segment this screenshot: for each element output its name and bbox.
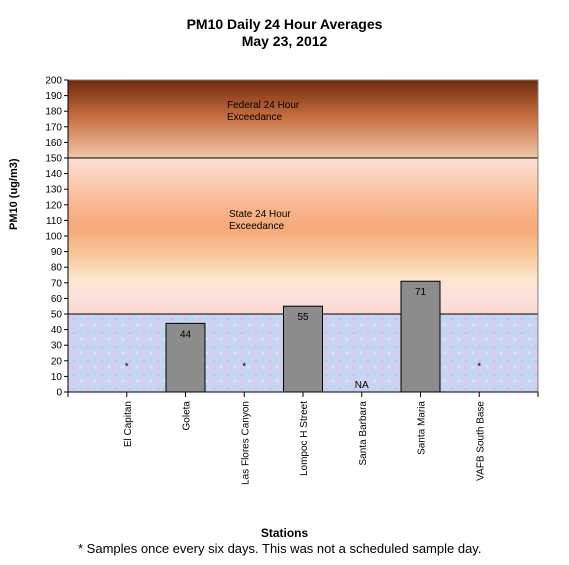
state-exceedance-band [68,158,538,314]
x-tick-label: Santa Barbara [358,401,369,466]
x-axis-label: Stations [260,526,309,540]
data-label: NA [355,380,369,391]
y-tick-label: 140 [45,169,62,180]
chart-title: PM10 Daily 24 Hour Averages [186,16,383,32]
bar-lompoc-h-street [283,305,323,393]
band-label: Exceedance [229,221,284,232]
x-tick-label: Las Flores Canyon [240,401,251,485]
data-label: 55 [297,312,309,323]
bar-santa-maria [400,280,441,393]
y-tick-label: 120 [45,200,62,211]
y-tick-label: 60 [51,294,63,305]
bar-goleta [165,322,206,393]
y-tick-label: 130 [45,185,62,196]
y-tick-label: 170 [45,122,62,133]
y-tick-label: 110 [46,216,62,227]
y-tick-label: 20 [51,356,63,367]
y-tick-label: 70 [51,278,63,289]
y-tick-label: 180 [45,107,62,118]
federal-exceedance-band [68,80,538,158]
x-tick-label: Lompoc H Street [299,401,310,476]
y-tick-label: 90 [51,247,63,258]
y-tick-label: 10 [51,372,63,383]
y-tick-label: 190 [45,91,62,102]
y-tick-label: 100 [45,232,62,243]
x-tick-label: VAFB South Base [475,401,486,481]
y-tick-label: 40 [51,325,63,336]
footnote: * Samples once every six days. This was … [78,541,482,556]
y-tick-label: 160 [45,138,62,149]
x-tick-label: Goleta [182,401,193,431]
chart-subtitle: May 23, 2012 [241,33,328,49]
y-tick-label: 50 [51,310,63,321]
data-label: 44 [180,329,192,340]
data-label: * [125,361,129,372]
y-tick-label: 200 [45,76,62,87]
band-label: State 24 Hour [229,209,291,220]
x-tick-label: El Capitan [123,401,134,447]
x-tick-label: Santa Maria [417,401,428,455]
y-tick-label: 0 [56,388,62,399]
band-label: Exceedance [227,112,282,123]
y-tick-label: 150 [45,154,62,165]
data-label: * [242,361,246,372]
y-axis-label: PM10 (ug/m3) [8,158,20,230]
y-tick-label: 80 [51,263,63,274]
data-label: * [477,361,481,372]
data-label: 71 [415,287,427,298]
y-tick-label: 30 [51,341,63,352]
band-label: Federal 24 Hour [227,100,300,111]
